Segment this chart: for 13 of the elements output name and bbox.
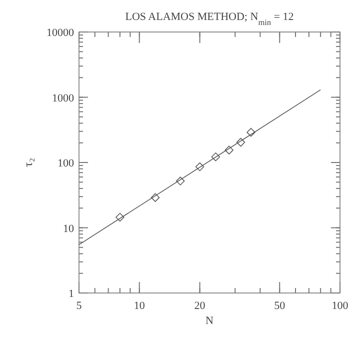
x-tick-label: 5 bbox=[76, 300, 82, 312]
y-axis-title: τ₂ bbox=[21, 158, 35, 168]
y-tick-label: 10000 bbox=[46, 27, 74, 39]
x-tick-label: 20 bbox=[194, 300, 206, 312]
chart-title: LOS ALAMOS METHOD; N$_{min}$ = 12 bbox=[125, 11, 294, 26]
x-tick-label: 50 bbox=[274, 300, 286, 312]
x-tick-label: 10 bbox=[134, 300, 146, 312]
x-tick-label: 100 bbox=[332, 300, 349, 312]
y-tick-label: 10 bbox=[63, 222, 74, 235]
x-axis-title: N bbox=[206, 315, 214, 327]
y-tick-label: 1000 bbox=[52, 92, 74, 104]
y-tick-label: 1 bbox=[68, 288, 74, 300]
y-tick-label: 100 bbox=[58, 158, 74, 170]
